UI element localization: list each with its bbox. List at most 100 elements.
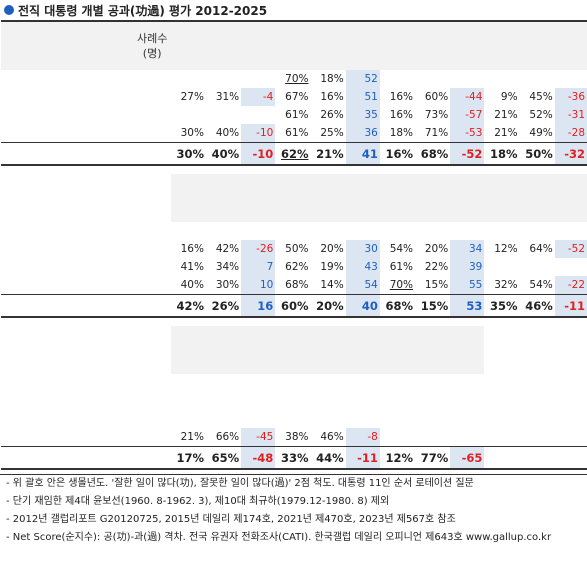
fault-cell: 44%	[310, 446, 346, 470]
merit-cell: 70%	[285, 73, 309, 85]
merit-cell: 18%	[484, 142, 520, 166]
sample-size-header: 사례수 (명)	[133, 20, 171, 70]
merit-cell: 27%	[180, 91, 204, 103]
net-score-cell: -31	[554, 106, 587, 124]
latest-row: 30% 40% -10 62% 21% 41 16% 68% -52 18% 50% -32	[1, 142, 587, 166]
fault-cell: 22%	[424, 261, 449, 273]
merit-cell	[380, 70, 415, 88]
fault-cell: 14%	[320, 279, 344, 291]
net-score-cell: 43	[345, 258, 380, 276]
fault-label	[415, 52, 451, 70]
blank-header	[1, 174, 171, 222]
fault-cell	[206, 392, 241, 410]
fault-cell: 18%	[320, 73, 344, 85]
fault-cell: 31%	[215, 91, 240, 103]
fault-cell	[206, 222, 241, 240]
sample-size	[134, 124, 171, 143]
fault-cell: 50%	[519, 142, 555, 166]
merit-cell	[275, 392, 310, 410]
sample-size	[134, 374, 171, 392]
empty-cell	[555, 392, 587, 410]
fault-cell	[311, 374, 346, 392]
net-score-cell	[450, 428, 484, 447]
president-header	[275, 174, 380, 204]
merit-cell	[380, 392, 415, 410]
net-score-cell: 35	[345, 106, 380, 124]
merit-label	[170, 52, 206, 70]
fault-cell: 20%	[320, 243, 344, 255]
net-score-cell: 55	[450, 276, 485, 295]
net-score-label	[554, 52, 587, 70]
sample-size	[134, 276, 171, 295]
fault-label	[415, 356, 451, 374]
fault-cell: 71%	[424, 127, 449, 139]
merit-cell	[380, 410, 415, 428]
latest-sample-size	[133, 142, 171, 166]
fault-cell: 64%	[529, 243, 553, 255]
merit-cell: 68%	[285, 279, 309, 291]
empty-cell	[484, 446, 520, 470]
merit-cell: 62%	[275, 142, 311, 166]
net-score-label	[345, 52, 380, 70]
merit-cell: 40%	[180, 279, 204, 291]
merit-cell: 61%	[389, 261, 414, 273]
net-score-cell: -32	[554, 142, 587, 166]
merit-cell: 67%	[285, 91, 309, 103]
sample-size	[134, 392, 171, 410]
net-score-cell: -22	[554, 276, 587, 295]
merit-label	[275, 356, 311, 374]
fault-cell	[206, 374, 241, 392]
fault-cell	[311, 410, 346, 428]
fault-cell: 65%	[205, 446, 242, 470]
sample-size	[134, 70, 171, 88]
net-score-cell: 34	[450, 240, 485, 258]
merit-label	[275, 204, 311, 222]
survey-date	[1, 70, 134, 88]
net-score-label	[450, 356, 485, 374]
merit-cell: 41%	[180, 261, 204, 273]
fault-cell: 16%	[320, 91, 344, 103]
merit-cell: 62%	[285, 261, 309, 273]
net-score-cell	[241, 392, 275, 410]
fault-label	[415, 204, 451, 222]
report-title: 전직 대통령 개별 공과(功過) 평가 2012-2025	[0, 0, 587, 20]
fault-cell	[520, 258, 555, 276]
sample-unit-label: (명)	[142, 47, 162, 60]
net-score-cell	[555, 70, 587, 88]
net-score-cell: -52	[450, 142, 485, 166]
net-score-cell: -65	[450, 446, 485, 470]
merit-cell	[275, 410, 310, 428]
fault-cell: 34%	[215, 261, 240, 273]
merit-cell: 21%	[494, 127, 518, 139]
net-score-cell: -10	[241, 142, 276, 166]
net-score-cell: 52	[345, 70, 380, 88]
merit-cell: 30%	[170, 142, 206, 166]
merit-label	[379, 204, 416, 222]
report-title-text: 전직 대통령 개별 공과(功過) 평가 2012-2025	[18, 3, 268, 18]
fault-cell: 40%	[205, 142, 242, 166]
net-score-cell: -44	[450, 88, 485, 106]
table-row: 70% 18% 52	[1, 70, 587, 88]
net-score-cell: 36	[345, 124, 380, 143]
fault-cell: 26%	[320, 109, 344, 121]
merit-cell: 16%	[379, 142, 416, 166]
net-score-cell	[450, 70, 484, 88]
net-score-cell: -45	[241, 428, 276, 447]
president-header	[170, 326, 276, 356]
note-line: - 2012년 갤럽리포트 G20120725, 2015년 데일리 제174호…	[6, 514, 456, 525]
table-row: 21% 66% -45 38% 46% -8	[1, 428, 587, 447]
merit-cell: 17%	[170, 446, 206, 470]
fault-cell	[520, 222, 555, 240]
net-score-cell	[241, 106, 275, 124]
blank-header	[1, 326, 171, 374]
net-score-label	[450, 52, 485, 70]
net-score-cell	[346, 410, 380, 428]
fault-cell	[206, 106, 241, 124]
net-score-label	[554, 204, 587, 222]
evaluation-table: 사례수 (명) 70% 18% 52 27% 31% -4 67% 16% 51 16% 60% -44 9…	[1, 20, 587, 470]
president-header	[170, 174, 276, 204]
net-score-cell	[241, 410, 275, 428]
survey-date	[1, 106, 134, 124]
net-score-cell: -26	[241, 240, 276, 258]
net-score-label	[450, 204, 485, 222]
